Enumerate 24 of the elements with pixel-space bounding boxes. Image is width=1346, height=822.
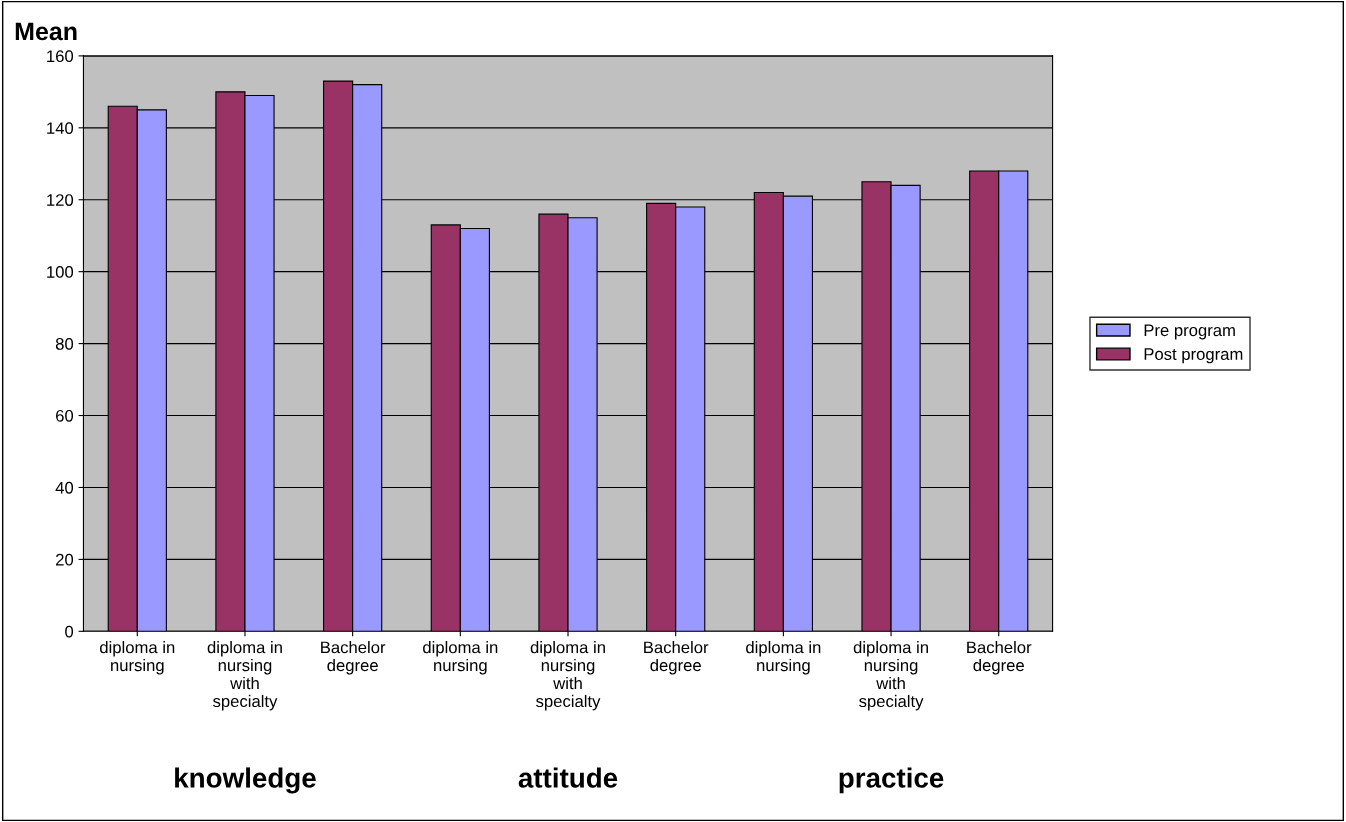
y-tick-label: 60	[56, 409, 74, 422]
x-tick-label: diploma in nursing with specialty	[207, 641, 282, 711]
x-tick-label: diploma in nursing	[100, 641, 175, 675]
y-tick-label: 0	[65, 625, 74, 638]
y-tick-label: 80	[55, 338, 74, 350]
y-tick-label: 160	[47, 50, 74, 63]
y-tick-label: 20	[56, 553, 74, 566]
y-tick-label: 140	[47, 122, 74, 135]
x-tick-label: diploma in nursing	[746, 641, 821, 675]
x-tick-label: diploma in nursing with specialty	[530, 641, 605, 711]
x-tick-label: diploma in nursing	[423, 641, 498, 675]
legend-label: Post program	[1144, 348, 1243, 364]
legend-label: Pre program	[1144, 324, 1235, 340]
text: practice	[839, 767, 944, 794]
y-axis-title: Mean	[15, 22, 77, 41]
y-tick-label: 120	[47, 194, 74, 206]
y-tick-label: 40	[55, 481, 74, 494]
x-tick-label: Bachelor degree	[321, 641, 386, 675]
text: knowledge	[175, 767, 316, 794]
x-tick-label: diploma in nursing with specialty	[853, 641, 928, 711]
x-tick-label: Bachelor degree	[644, 641, 709, 675]
y-tick-label: 100	[47, 266, 74, 278]
x-tick-label: Bachelor degree	[967, 641, 1032, 675]
text: attitude	[518, 767, 618, 788]
